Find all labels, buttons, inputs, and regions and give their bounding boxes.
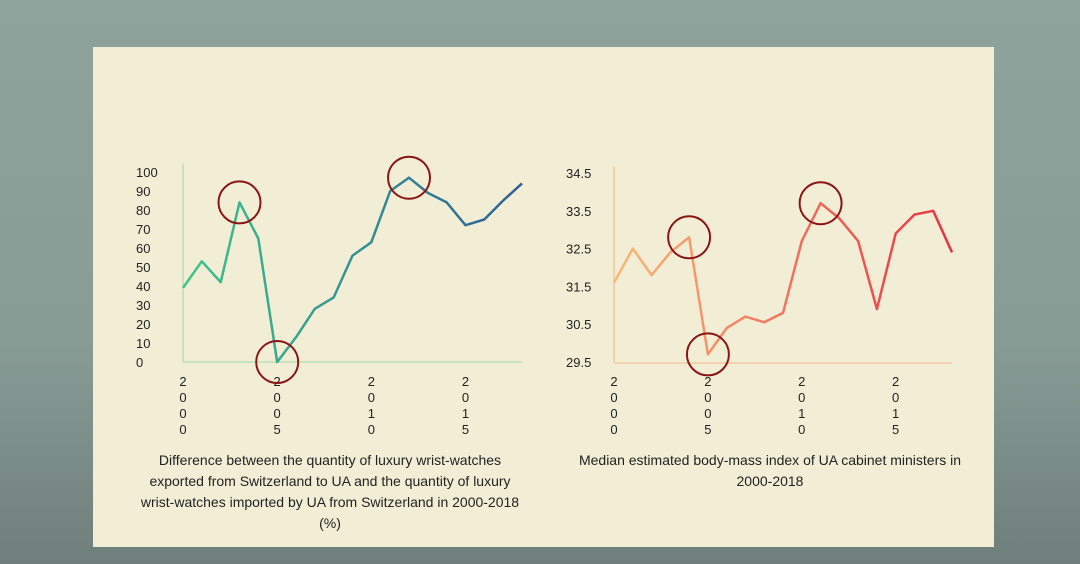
x-tick-digit: 2 <box>368 374 375 389</box>
x-tick-digit: 0 <box>610 390 617 405</box>
highlight-circle <box>217 180 262 225</box>
caption-line: Difference between the quantity of luxur… <box>158 452 502 468</box>
series-line <box>181 176 523 364</box>
y-tick-label: 70 <box>136 222 150 237</box>
caption-line: 2000-2018 <box>736 473 804 489</box>
y-tick-label: 40 <box>136 279 150 294</box>
highlight-circle <box>798 181 843 226</box>
x-tick-digit: 1 <box>798 406 805 421</box>
x-tick-digit: 5 <box>462 422 469 437</box>
x-tick-digit: 5 <box>274 422 281 437</box>
x-tick-digit: 1 <box>368 406 375 421</box>
caption-line: Median estimated body-mass index of UA c… <box>578 452 962 468</box>
x-tick-digit: 2 <box>610 374 617 389</box>
x-tick-digit: 2 <box>462 374 469 389</box>
x-tick-digit: 2 <box>798 374 805 389</box>
x-tick-digit: 0 <box>368 422 375 437</box>
x-tick-digit: 0 <box>368 390 375 405</box>
x-tick-digit: 0 <box>798 422 805 437</box>
x-tick-digit: 0 <box>610 422 617 437</box>
x-tick-digit: 0 <box>274 406 281 421</box>
highlight-circle <box>387 155 431 200</box>
y-tick-label: 60 <box>136 241 150 256</box>
y-tick-label: 100 <box>136 165 158 180</box>
x-tick-digit: 0 <box>274 390 281 405</box>
x-tick-digit: 2 <box>179 374 186 389</box>
caption-line: exported from Switzerland to UA and the … <box>149 473 511 489</box>
x-tick-digit: 5 <box>704 422 711 437</box>
slide-panel <box>93 47 994 547</box>
y-tick-label: 20 <box>136 317 150 332</box>
highlight-circle <box>667 215 712 260</box>
x-tick-digit: 0 <box>179 422 186 437</box>
y-tick-label: 34.5 <box>566 166 591 181</box>
x-tick-digit: 1 <box>462 406 469 421</box>
x-tick-digit: 0 <box>704 406 711 421</box>
chart-bmi-caption: Median estimated body-mass index of UA c… <box>560 450 980 492</box>
x-tick-digit: 0 <box>798 390 805 405</box>
x-tick-label: 2000 <box>610 374 617 437</box>
y-tick-label: 10 <box>136 336 150 351</box>
caption-line: (%) <box>319 515 341 531</box>
y-tick-label: 90 <box>136 184 150 199</box>
y-tick-label: 33.5 <box>566 204 591 219</box>
x-tick-digit: 5 <box>892 422 899 437</box>
x-tick-digit: 2 <box>274 374 281 389</box>
y-tick-label: 80 <box>136 203 150 218</box>
x-tick-digit: 0 <box>462 390 469 405</box>
caption-line: wrist-watches imported by UA from Switze… <box>140 494 520 510</box>
x-tick-digit: 2 <box>892 374 899 389</box>
x-tick-digit: 2 <box>704 374 711 389</box>
x-tick-digit: 0 <box>892 390 899 405</box>
x-tick-digit: 1 <box>892 406 899 421</box>
y-tick-label: 0 <box>136 355 143 370</box>
highlight-circle <box>255 340 300 384</box>
y-tick-label: 30.5 <box>566 317 591 332</box>
y-tick-label: 50 <box>136 260 150 275</box>
x-tick-digit: 0 <box>610 406 617 421</box>
x-tick-digit: 0 <box>704 390 711 405</box>
x-tick-digit: 0 <box>179 390 186 405</box>
y-tick-label: 32.5 <box>566 242 591 257</box>
y-tick-label: 30 <box>136 298 150 313</box>
y-tick-label: 31.5 <box>566 279 591 294</box>
y-tick-label: 29.5 <box>566 355 591 370</box>
chart-watches-caption: Difference between the quantity of luxur… <box>130 450 530 534</box>
highlight-circle <box>685 332 730 377</box>
series-line <box>612 201 954 356</box>
x-tick-digit: 0 <box>179 406 186 421</box>
x-tick-label: 2000 <box>179 374 186 437</box>
